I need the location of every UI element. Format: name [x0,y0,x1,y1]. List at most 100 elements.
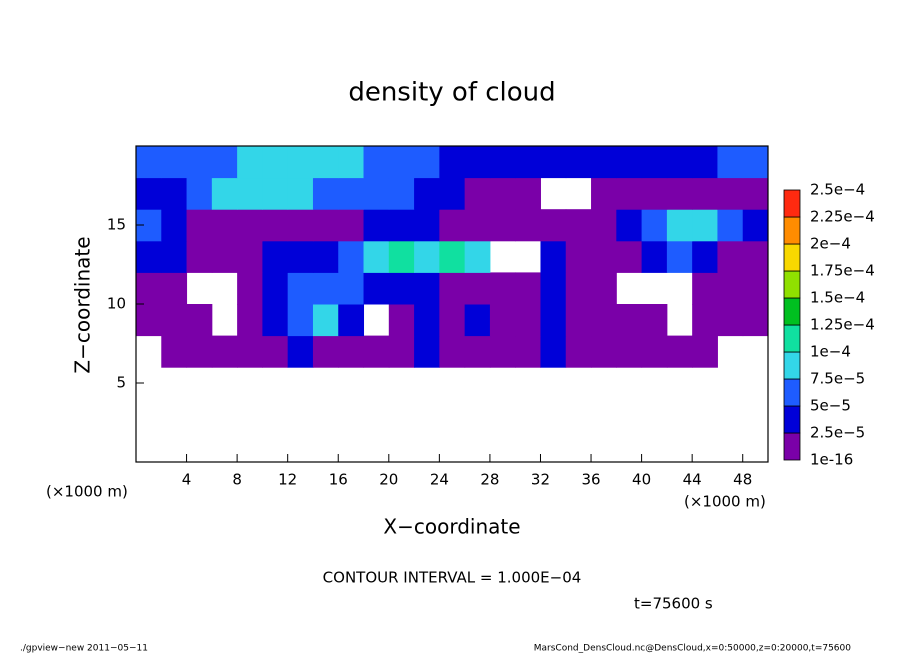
field-cell [186,146,213,179]
field-cell [565,335,592,368]
field-cell [161,335,188,368]
field-cell [641,177,668,210]
field-cell [489,177,516,210]
field-cell [287,304,314,337]
field-cell [717,146,744,179]
field-cell [717,177,744,210]
field-cell [464,304,491,337]
colorbar-label: 1e-16 [810,451,853,469]
field-cell [186,304,213,337]
field-cell [161,240,188,273]
field-cell [717,272,744,305]
field-cell [742,146,769,179]
field-cell [312,335,339,368]
field-cell [692,146,718,179]
colorbar-label: 2.5e−5 [810,424,865,442]
field-cell [742,304,769,337]
field-cell [136,240,162,273]
field-cell [388,209,415,242]
field-cell [363,240,390,273]
x-tick-label: 28 [480,471,499,489]
field-cell [489,146,516,179]
field-cell [666,146,693,179]
field-cell [287,209,314,242]
field-cell [565,209,592,242]
field-cell [363,272,390,305]
field-cell [515,146,541,179]
y-tick-label: 15 [107,216,126,234]
x-tick-label: 32 [531,471,550,489]
field-cell [540,272,567,305]
field-cell [616,304,643,337]
field-cell [641,146,668,179]
colorbar-label: 2e−4 [810,235,851,253]
field-cell [591,240,617,273]
field-cell [414,335,440,368]
field-cell [338,240,365,273]
field-cell [312,146,339,179]
colorbar-box [783,432,801,461]
field-cell [439,240,466,273]
field-cell [237,240,263,273]
field-cell [515,177,541,210]
field-cell [692,335,718,368]
field-cell [136,304,162,337]
field-cell [692,304,718,337]
field-cell [692,177,718,210]
colorbar-label: 1.5e−4 [810,289,865,307]
field-cell [666,335,693,368]
colorbar-label: 2.5e−4 [810,181,865,199]
field-cell [414,209,440,242]
field-cell [211,177,238,210]
field-cell [641,304,668,337]
field-cell [211,146,238,179]
field-cell [414,304,440,337]
field-cell [515,272,541,305]
colorbar-box [783,378,801,407]
colorbar-label: 1.75e−4 [810,262,875,280]
field-cell [262,335,289,368]
colorbar-box [783,297,801,326]
field-cell [287,146,314,179]
field-cell [742,177,769,210]
colorbar-box [783,189,801,218]
field-cell [666,240,693,273]
field-cell [414,272,440,305]
field-cell [439,146,466,179]
field-cell [338,335,365,368]
field-cell [338,272,365,305]
field-cell [136,272,162,305]
field-cell [515,335,541,368]
field-cell [338,304,365,337]
x-tick-label: 20 [379,471,398,489]
field-cell [464,146,491,179]
colorbar-box [783,351,801,380]
field-cell [565,272,592,305]
field-cell [464,335,491,368]
field-cell [717,209,744,242]
field-cell [540,146,567,179]
field-cell [540,240,567,273]
field-cell [439,335,466,368]
field-cell [211,240,238,273]
field-cell [666,209,693,242]
field-cell [439,209,466,242]
field-cell [388,177,415,210]
colorbar-box [783,216,801,245]
field-cell [186,240,213,273]
field-cell [262,177,289,210]
field-cell [616,209,643,242]
field-cell [262,240,289,273]
field-cell [591,146,617,179]
field-cell [692,209,718,242]
field-cell [439,304,466,337]
field-cell [388,304,415,337]
colorbar-box [783,270,801,299]
y-tick-label: 10 [107,295,126,313]
field-cell [237,272,263,305]
field-cell [237,304,263,337]
field-cell [161,272,188,305]
x-tick-label: 40 [632,471,651,489]
field-cell [237,335,263,368]
